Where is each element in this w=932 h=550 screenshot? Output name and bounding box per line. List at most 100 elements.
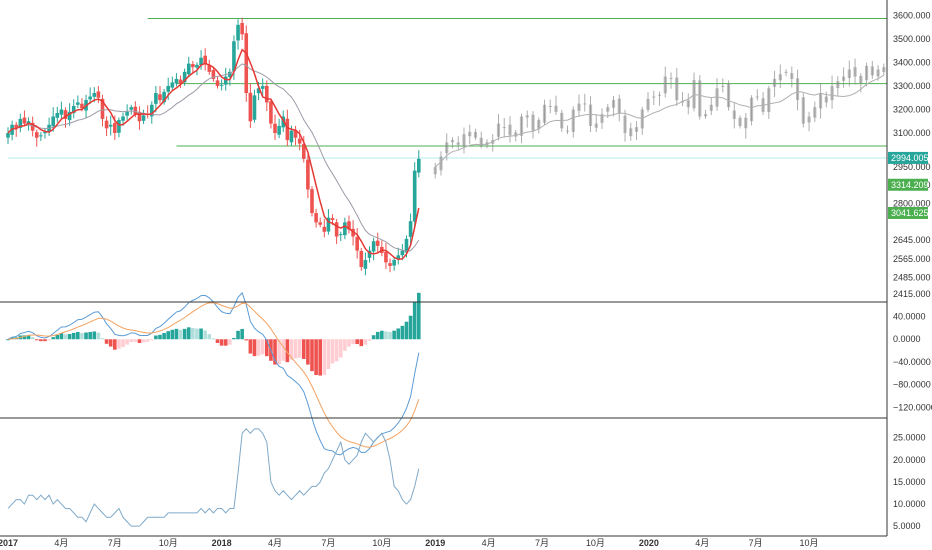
price-tick-label: 3600.000 bbox=[893, 10, 931, 20]
macd-histogram-bar bbox=[396, 328, 401, 340]
macd-histogram-bar bbox=[6, 339, 10, 341]
macd-histogram-bar bbox=[71, 332, 76, 340]
macd-histogram-bar bbox=[51, 337, 55, 340]
macd-histogram-bar bbox=[158, 334, 162, 340]
candle-body bbox=[314, 213, 318, 223]
candle-body bbox=[215, 80, 220, 86]
oscillator-tick-label: 5.0000 bbox=[893, 521, 921, 531]
candle-body bbox=[330, 218, 335, 221]
macd-histogram-bar bbox=[416, 292, 421, 340]
candle-body bbox=[277, 125, 281, 135]
macd-histogram-bar bbox=[301, 339, 306, 359]
macd-histogram-bar bbox=[76, 331, 80, 340]
macd-tick-label: 0.0000 bbox=[893, 334, 921, 344]
candle-body bbox=[121, 116, 125, 121]
candle-body bbox=[219, 84, 224, 86]
candle-body bbox=[125, 111, 129, 116]
price-badge-label: 2994.005 bbox=[891, 153, 929, 163]
history-candle-body bbox=[617, 98, 621, 114]
history-candle-body bbox=[663, 76, 667, 94]
history-candle-body bbox=[859, 75, 863, 84]
macd-line bbox=[7, 291, 420, 456]
macd-histogram-bar bbox=[408, 315, 413, 340]
history-candle-body bbox=[600, 114, 604, 123]
history-candle-body bbox=[715, 88, 719, 107]
candle-body bbox=[347, 221, 351, 230]
macd-histogram-bar bbox=[236, 330, 240, 340]
candle-body bbox=[158, 94, 162, 101]
candle-body bbox=[293, 129, 298, 138]
history-candle-body bbox=[755, 96, 759, 98]
history-candle-body bbox=[841, 76, 846, 81]
macd-histogram-bar bbox=[104, 339, 109, 344]
history-candle-body bbox=[537, 120, 541, 130]
oscillator-tick-label: 10.0000 bbox=[893, 499, 926, 509]
candle-body bbox=[92, 93, 97, 97]
candle-body bbox=[34, 132, 39, 138]
history-candle-body bbox=[577, 103, 581, 111]
candle-body bbox=[236, 24, 240, 41]
candle-body bbox=[67, 111, 72, 121]
candle-body bbox=[265, 85, 269, 103]
candle-body bbox=[269, 101, 273, 124]
macd-histogram-bar bbox=[388, 331, 392, 340]
history-candle-body bbox=[732, 110, 736, 119]
history-candle-body bbox=[479, 137, 483, 146]
time-tick-label: 10月 bbox=[372, 538, 391, 548]
history-candle-body bbox=[508, 124, 512, 136]
history-candle-body bbox=[611, 100, 616, 108]
macd-histogram-bar bbox=[141, 339, 146, 343]
history-candle-body bbox=[709, 104, 713, 111]
history-candle-body bbox=[468, 131, 472, 137]
candle-body bbox=[371, 241, 376, 252]
history-candle-body bbox=[634, 127, 639, 132]
candle-body bbox=[178, 79, 183, 84]
macd-histogram-bar bbox=[260, 339, 265, 355]
macd-tick-label: −40.0000 bbox=[893, 357, 931, 367]
candle-body bbox=[355, 237, 359, 251]
history-candle-body bbox=[646, 98, 650, 110]
macd-histogram-bar bbox=[400, 325, 405, 340]
macd-tick-label: −80.0000 bbox=[893, 380, 931, 390]
candle-body bbox=[211, 70, 216, 79]
macd-histogram-bar bbox=[359, 339, 364, 347]
price-badge bbox=[888, 151, 928, 164]
history-candle-body bbox=[686, 100, 690, 108]
oscillator-line bbox=[7, 428, 420, 527]
candle-body bbox=[108, 124, 113, 127]
signal-line bbox=[7, 302, 420, 448]
macd-panel bbox=[6, 291, 421, 456]
time-tick-label: 7月 bbox=[321, 538, 335, 548]
history-candle-body bbox=[749, 97, 754, 122]
candle-body bbox=[228, 71, 232, 77]
history-candle-body bbox=[738, 117, 742, 126]
history-candle-body bbox=[830, 85, 834, 101]
time-tick-label: 4月 bbox=[482, 538, 496, 548]
macd-histogram-bar bbox=[219, 339, 224, 346]
history-candle-body bbox=[445, 142, 449, 154]
history-candle-body bbox=[675, 77, 679, 101]
history-moving-average bbox=[434, 74, 885, 168]
macd-histogram-bar bbox=[314, 339, 318, 376]
candle-body bbox=[59, 109, 64, 115]
history-candle-body bbox=[531, 114, 535, 131]
time-tick-label: 10月 bbox=[800, 538, 819, 548]
macd-histogram-bar bbox=[281, 339, 286, 361]
candle-body bbox=[182, 71, 187, 83]
history-candle-body bbox=[772, 78, 777, 87]
macd-histogram-bar bbox=[248, 339, 253, 354]
macd-histogram-bar bbox=[367, 339, 372, 341]
macd-histogram-bar bbox=[384, 331, 388, 340]
macd-histogram-bar bbox=[92, 331, 97, 340]
macd-histogram-bar bbox=[240, 328, 244, 340]
candle-body bbox=[174, 78, 179, 84]
price-panel bbox=[6, 17, 887, 276]
macd-histogram-bar bbox=[195, 328, 199, 340]
candle-body bbox=[18, 118, 23, 128]
macd-histogram-bar bbox=[404, 321, 409, 340]
history-candle-body bbox=[640, 109, 644, 129]
macd-histogram-bar bbox=[265, 339, 269, 357]
candle-body bbox=[334, 222, 339, 237]
history-candle-body bbox=[583, 103, 587, 105]
